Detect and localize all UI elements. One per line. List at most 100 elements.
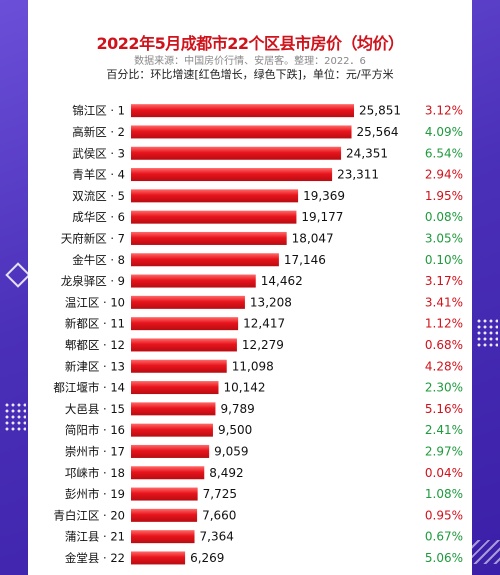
bar xyxy=(131,423,213,437)
bar-row: 蒲江县 · 21 7,364 0.67% xyxy=(65,530,463,544)
value-label: 11,098 xyxy=(232,359,274,373)
category-label: 高新区 · 2 xyxy=(72,125,125,139)
mom-change-label: 5.16% xyxy=(425,402,463,416)
value-label: 12,279 xyxy=(242,338,284,352)
value-label: 23,311 xyxy=(337,168,379,182)
category-label: 武侯区 · 3 xyxy=(72,146,125,160)
bar-row: 青白江区 · 20 7,660 0.95% xyxy=(53,508,463,522)
category-label: 锦江区 · 1 xyxy=(72,104,125,118)
bar xyxy=(131,444,210,458)
bar-row: 都江堰市 · 14 10,142 2.30% xyxy=(53,381,463,395)
bar xyxy=(131,210,297,224)
value-label: 8,492 xyxy=(209,466,243,480)
category-label: 金堂县 · 22 xyxy=(65,551,125,565)
value-label: 9,059 xyxy=(214,444,248,458)
bar-row: 青羊区 · 4 23,311 2.94% xyxy=(72,168,463,182)
mom-change-label: 2.30% xyxy=(425,381,463,395)
category-label: 成华区 · 6 xyxy=(72,210,125,224)
mom-change-label: 3.05% xyxy=(425,231,463,245)
bar xyxy=(131,338,237,352)
bar xyxy=(131,530,195,544)
mom-change-label: 2.94% xyxy=(425,168,463,182)
bar xyxy=(131,551,186,565)
mom-change-label: 0.68% xyxy=(425,338,463,352)
bar xyxy=(131,359,227,373)
bar-row: 龙泉驿区 · 9 14,462 3.17% xyxy=(61,274,463,288)
mom-change-label: 3.41% xyxy=(425,295,463,309)
mom-change-label: 1.12% xyxy=(425,317,463,331)
bar xyxy=(131,466,205,480)
category-label: 都江堰市 · 14 xyxy=(53,381,125,395)
value-label: 9,789 xyxy=(220,402,254,416)
bar-row: 崇州市 · 17 9,059 2.97% xyxy=(65,444,463,458)
bar-row: 天府新区 · 7 18,047 3.05% xyxy=(61,231,463,245)
value-label: 19,177 xyxy=(301,210,343,224)
mom-change-label: 6.54% xyxy=(425,146,463,160)
mom-change-label: 4.28% xyxy=(425,359,463,373)
bar xyxy=(131,253,279,267)
mom-change-label: 0.10% xyxy=(425,253,463,267)
category-label: 青羊区 · 4 xyxy=(72,168,125,182)
value-label: 25,564 xyxy=(357,125,399,139)
bar-row: 成华区 · 6 19,177 0.08% xyxy=(72,210,463,224)
bar xyxy=(131,231,287,245)
data-source: 数据来源：中国房价行情、安居客。整理：2022．6 xyxy=(134,56,366,67)
bar-row: 锦江区 · 1 25,851 3.12% xyxy=(72,104,463,118)
bar xyxy=(131,402,216,416)
bar xyxy=(131,189,299,203)
bar-row: 彭州市 · 19 7,725 1.08% xyxy=(65,487,463,501)
bar-row: 郫都区 · 12 12,279 0.68% xyxy=(65,338,463,352)
chart-title: 2022年5月成都市22个区县市房价（均价） xyxy=(96,34,404,53)
category-label: 天府新区 · 7 xyxy=(61,231,125,245)
mom-change-label: 2.41% xyxy=(425,423,463,437)
bar-row: 大邑县 · 15 9,789 5.16% xyxy=(65,402,463,416)
value-label: 24,351 xyxy=(346,146,388,160)
category-label: 蒲江县 · 21 xyxy=(65,530,125,544)
value-label: 25,851 xyxy=(359,104,401,118)
value-label: 10,142 xyxy=(223,381,265,395)
bar-chart: 锦江区 · 1 25,851 3.12% 高新区 · 2 25,564 4.09% 武侯区 … xyxy=(53,104,463,565)
bar xyxy=(131,274,256,288)
bar xyxy=(131,317,239,331)
mom-change-label: 1.95% xyxy=(425,189,463,203)
bar xyxy=(131,295,245,309)
bar xyxy=(131,146,342,160)
bar xyxy=(131,168,333,182)
value-label: 6,269 xyxy=(190,551,224,565)
bar-row: 金牛区 · 8 17,146 0.10% xyxy=(72,253,463,267)
category-label: 简阳市 · 16 xyxy=(65,423,125,437)
value-label: 7,725 xyxy=(203,487,237,501)
value-label: 7,660 xyxy=(202,508,236,522)
value-label: 12,417 xyxy=(243,317,285,331)
bar-row: 简阳市 · 16 9,500 2.41% xyxy=(65,423,463,437)
bar xyxy=(131,381,219,395)
bar xyxy=(131,508,198,522)
mom-change-label: 0.67% xyxy=(425,530,463,544)
mom-change-label: 3.12% xyxy=(425,104,463,118)
mom-change-label: 4.09% xyxy=(425,125,463,139)
mom-change-label: 0.08% xyxy=(425,210,463,224)
bar-row: 邛崃市 · 18 8,492 0.04% xyxy=(65,466,463,480)
bar-row: 新都区 · 11 12,417 1.12% xyxy=(65,317,463,331)
diamond-decoration xyxy=(5,262,31,288)
category-label: 温江区 · 10 xyxy=(65,295,125,309)
value-label: 9,500 xyxy=(218,423,252,437)
mom-change-label: 0.95% xyxy=(425,508,463,522)
bar-row: 双流区 · 5 19,369 1.95% xyxy=(72,189,463,203)
category-label: 双流区 · 5 xyxy=(72,189,125,203)
category-label: 金牛区 · 8 xyxy=(72,253,125,267)
category-label: 彭州市 · 19 xyxy=(65,487,125,501)
chart-card: 2022年5月成都市22个区县市房价（均价） 数据来源：中国房价行情、安居客。整… xyxy=(28,0,472,575)
category-label: 崇州市 · 17 xyxy=(65,444,125,458)
bar xyxy=(131,487,198,501)
mom-change-label: 5.06% xyxy=(425,551,463,565)
mom-change-label: 3.17% xyxy=(425,274,463,288)
bar-row: 武侯区 · 3 24,351 6.54% xyxy=(72,146,463,160)
bar-row: 高新区 · 2 25,564 4.09% xyxy=(72,125,463,139)
dots-decoration xyxy=(476,318,498,348)
mom-change-label: 0.04% xyxy=(425,466,463,480)
value-label: 14,462 xyxy=(261,274,303,288)
bar-row: 金堂县 · 22 6,269 5.06% xyxy=(65,551,463,565)
category-label: 邛崃市 · 18 xyxy=(65,466,125,480)
mom-change-label: 1.08% xyxy=(425,487,463,501)
